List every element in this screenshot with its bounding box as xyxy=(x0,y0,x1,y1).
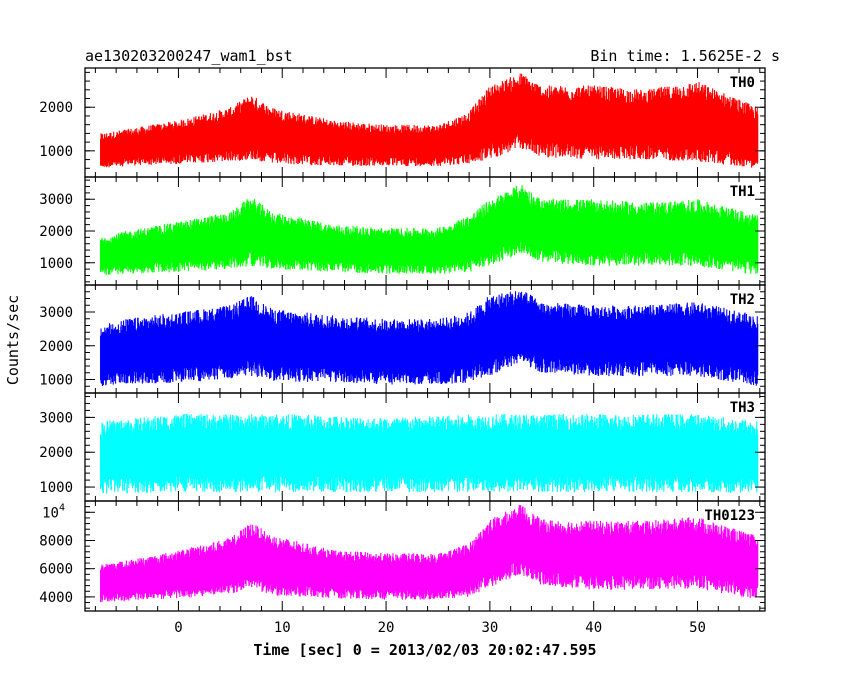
series-core-th0 xyxy=(100,87,758,162)
y-tick-label: 6000 xyxy=(39,562,73,578)
x-tick-label: 50 xyxy=(689,620,706,636)
y-tick-label: 3000 xyxy=(39,305,73,321)
series-core-th1 xyxy=(100,197,758,268)
series-core-th3 xyxy=(100,429,758,480)
x-tick-label: 10 xyxy=(274,620,291,636)
series-core-th0123 xyxy=(100,518,758,595)
y-tick-label: 1000 xyxy=(39,373,73,389)
y-tick-label: 104 xyxy=(42,502,65,521)
panel-th0: TH0 1000 2000 xyxy=(39,67,766,178)
panel-th3: TH3 1000 2000 3000 xyxy=(39,392,766,502)
y-tick-label: 2000 xyxy=(39,224,73,240)
panel-label: TH0 xyxy=(730,75,755,91)
y-tick-label: 3000 xyxy=(39,192,73,208)
y-tick-label: 8000 xyxy=(39,533,73,549)
panel-label: TH2 xyxy=(730,292,755,308)
panel-label: TH1 xyxy=(730,184,755,200)
x-tick-label: 20 xyxy=(378,620,395,636)
y-tick-label: 1000 xyxy=(39,144,73,160)
panels: TH010002000TH1100020003000TH210002000300… xyxy=(39,67,766,636)
panel-th0123: TH0123 4000 6000 8000 104 xyxy=(39,500,766,612)
x-tick-label: 0 xyxy=(174,620,182,636)
panel-th1: TH1 1000 2000 3000 xyxy=(39,176,766,286)
y-tick-label: 2000 xyxy=(39,100,73,116)
panel-th2: TH2 1000 2000 3000 xyxy=(39,284,766,394)
panel-label: TH3 xyxy=(730,400,755,416)
panel-label: TH0123 xyxy=(704,508,755,524)
panel-frame xyxy=(84,500,766,612)
chart-title: ae130203200247_wam1_bst xyxy=(85,47,293,65)
x-axis-label: Time [sec] 0 = 2013/02/03 20:02:47.595 xyxy=(253,641,596,659)
bin-time-label: Bin time: 1.5625E-2 s xyxy=(590,47,780,65)
x-tick-label: 40 xyxy=(585,620,602,636)
x-tick-label: 30 xyxy=(481,620,498,636)
y-tick-label: 2000 xyxy=(39,445,73,461)
series-core-th2 xyxy=(100,303,758,375)
y-tick-label: 1000 xyxy=(39,480,73,496)
y-tick-label: 2000 xyxy=(39,339,73,355)
y-axis-label: Counts/sec xyxy=(4,295,22,385)
y-tick-label: 4000 xyxy=(39,590,73,606)
y-tick-label: 1000 xyxy=(39,256,73,272)
y-tick-label: 3000 xyxy=(39,410,73,426)
